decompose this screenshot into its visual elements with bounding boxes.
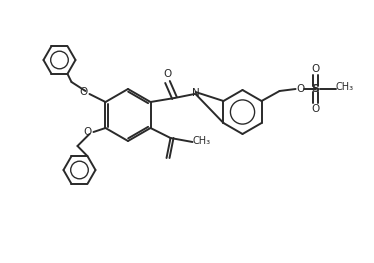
Text: CH₃: CH₃ [335, 82, 354, 92]
Text: O: O [163, 69, 171, 79]
Text: O: O [312, 104, 320, 114]
Text: O: O [83, 127, 92, 137]
Text: S: S [312, 84, 319, 94]
Text: CH₃: CH₃ [193, 136, 211, 146]
Text: N: N [191, 88, 199, 98]
Text: O: O [312, 64, 320, 74]
Text: O: O [79, 87, 88, 97]
Text: O: O [297, 84, 305, 94]
